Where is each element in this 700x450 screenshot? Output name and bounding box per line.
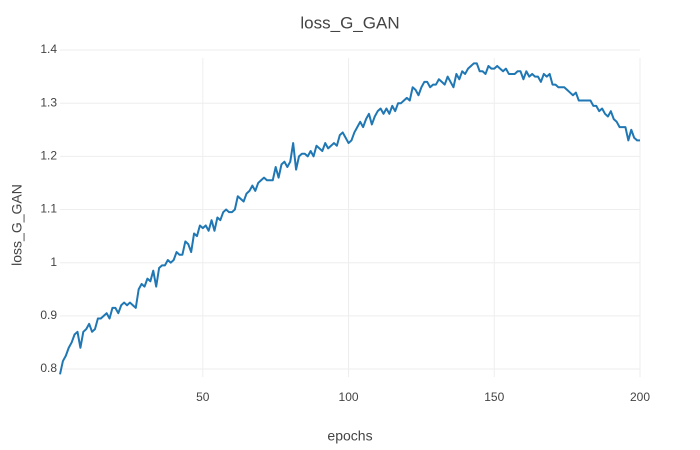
- y-tick-label: 1.4: [40, 42, 57, 56]
- y-axis-title: loss_G_GAN: [9, 184, 25, 266]
- y-tick-label: 0.9: [40, 308, 57, 322]
- y-tick-label: 0.8: [40, 361, 57, 375]
- chart-title: loss_G_GAN: [300, 13, 399, 32]
- x-tick-label: 50: [196, 390, 210, 404]
- x-axis-title: epochs: [327, 428, 372, 444]
- y-tick-label: 1.1: [40, 202, 57, 216]
- y-tick-label: 1.2: [40, 149, 57, 163]
- y-tick-label: 1: [50, 255, 57, 269]
- y-tick-label: 1.3: [40, 95, 57, 109]
- x-tick-label: 150: [484, 390, 504, 404]
- line-series: [59, 62, 640, 375]
- x-tick-label: 200: [630, 390, 650, 404]
- x-tick-label: 100: [339, 390, 359, 404]
